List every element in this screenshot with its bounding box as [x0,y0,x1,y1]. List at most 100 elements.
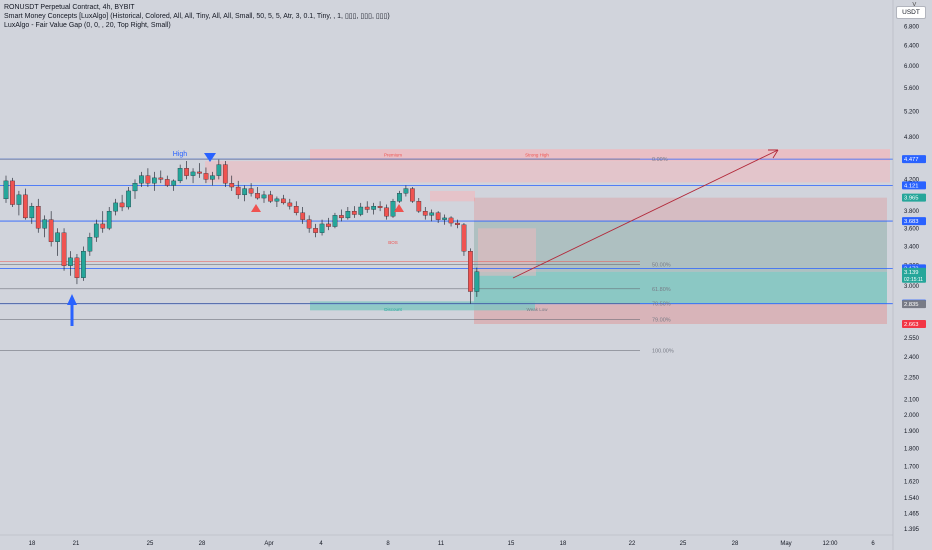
candle-body [313,228,318,233]
candle-body [164,179,170,186]
candle-body [93,223,99,238]
price-tick-label: 1.465 [904,512,920,518]
discount-zone [310,301,535,311]
candle-body [139,175,144,184]
candle-body [87,237,93,252]
candle-body [377,206,383,208]
arrow-down-icon [204,153,216,162]
legend-symbol-line[interactable]: RONUSDT Perpetual Contract, 4h, BYBIT [4,4,135,11]
price-tick-label: 4.200 [904,177,920,183]
candle-body [448,217,454,224]
fib-label: 100.00% [652,348,674,354]
candle-body [300,212,306,220]
price-tick-label: 2.000 [904,413,920,419]
price-label-box [902,155,926,164]
candle-body [177,168,183,182]
fib-label: 61.80% [652,287,671,293]
price-tick-label: 1.900 [904,429,920,435]
candle-body [306,219,312,229]
annotation-label: BOS [388,240,398,245]
price-tick-label: 2.250 [904,375,920,381]
price-axis[interactable]: 6.800 6.400 6.000 5.600 5.200 4.800 4.200 3.800… [902,24,926,533]
supply-zone [205,161,890,183]
candle-body [435,212,441,220]
price-tick-label: 2.100 [904,397,920,403]
candle-body [384,207,389,217]
annotation-label: Weak Low [527,307,549,312]
marks-layer: High Premium Strong High BOS Discount Weak Lo… [67,149,779,326]
candle-body [222,164,228,184]
price-tick-label: 2.400 [904,355,920,361]
price-tick-label: 5.600 [904,86,920,92]
candle-body [190,171,196,176]
candle-body [403,188,409,194]
annotation-label: High [173,151,188,158]
price-label-box [902,300,926,309]
candle-body [55,232,60,242]
time-tick-label: 25 [680,541,687,547]
candle-body [461,224,467,252]
candle-body [29,206,35,219]
candle-body [158,177,164,180]
arrow-head-icon [768,149,779,159]
price-tick-label: 3.000 [904,284,920,290]
fvg-zone [478,228,536,276]
levels-layer: 0.00% 50.00% 61.80% 70.50% 79.00% 100.00% [0,157,893,354]
price-tick-label: 1.620 [904,480,920,486]
candle-body [126,190,131,208]
fib-label: 79.00% [652,318,671,324]
arrow-up-icon [67,294,77,326]
price-tick-label: 1.700 [904,464,920,470]
candle-body [468,251,473,292]
candle-body [235,186,241,196]
candle-body [184,168,189,176]
price-tick-label: 3.600 [904,226,920,232]
candle-body [22,194,28,219]
fvg-bear-zone [430,190,475,202]
price-label-box [902,217,926,226]
candle-body [119,202,125,208]
time-tick-label: 4 [319,541,323,547]
candle-body [371,206,377,210]
time-tick-label: 8 [386,541,390,547]
price-tick-label: 1.540 [904,496,920,502]
price-tick-label: 2.550 [904,336,920,342]
indicator-legend: RONUSDT Perpetual Contract, 4h, BYBIT Sm… [4,3,390,30]
candle-body [16,194,22,205]
time-axis[interactable]: 18 21 25 28 Apr 4 8 11 15 18 22 25 28 May 12:00 6 [29,541,876,547]
time-tick-label: 21 [73,541,80,547]
time-tick-label: May [780,541,791,547]
annotation-label: Discount [384,307,402,312]
candle-body [229,183,235,188]
candle-body [332,215,338,227]
legend-fvg-indicator[interactable]: LuxAlgo - Fair Value Gap (0, 0, , 20, To… [4,22,171,29]
time-tick-label: 11 [438,541,445,547]
candle-body [274,198,280,202]
price-label-text: 4.477 [904,157,919,163]
candle-body [319,223,325,233]
candle-body [429,212,435,216]
price-label-text: 3.139 [904,270,919,276]
candle-body [280,198,286,204]
annotation-label: Premium [384,153,402,158]
candle-body [416,201,422,212]
price-tick-label: 1.395 [904,527,920,533]
chevron-down-icon[interactable]: ˅ [912,0,917,9]
candle-body [261,194,267,199]
candle-body [81,251,86,278]
price-label-box [902,193,926,202]
price-label-text: 3.965 [904,196,919,202]
arrow-up-icon [394,204,404,212]
candle-body [132,183,138,192]
zones-layer [205,149,890,324]
currency-selector[interactable]: USDT [896,6,926,19]
candle-body [474,271,480,292]
legend-smc-indicator[interactable]: Smart Money Concepts [LuxAlgo] (Historic… [4,13,390,20]
candle-body [216,164,222,176]
price-tick-label: 6.000 [904,64,920,70]
candle-body [3,180,9,200]
candle-body [455,222,460,225]
candle-body [151,177,157,184]
premium-zone [310,149,890,162]
